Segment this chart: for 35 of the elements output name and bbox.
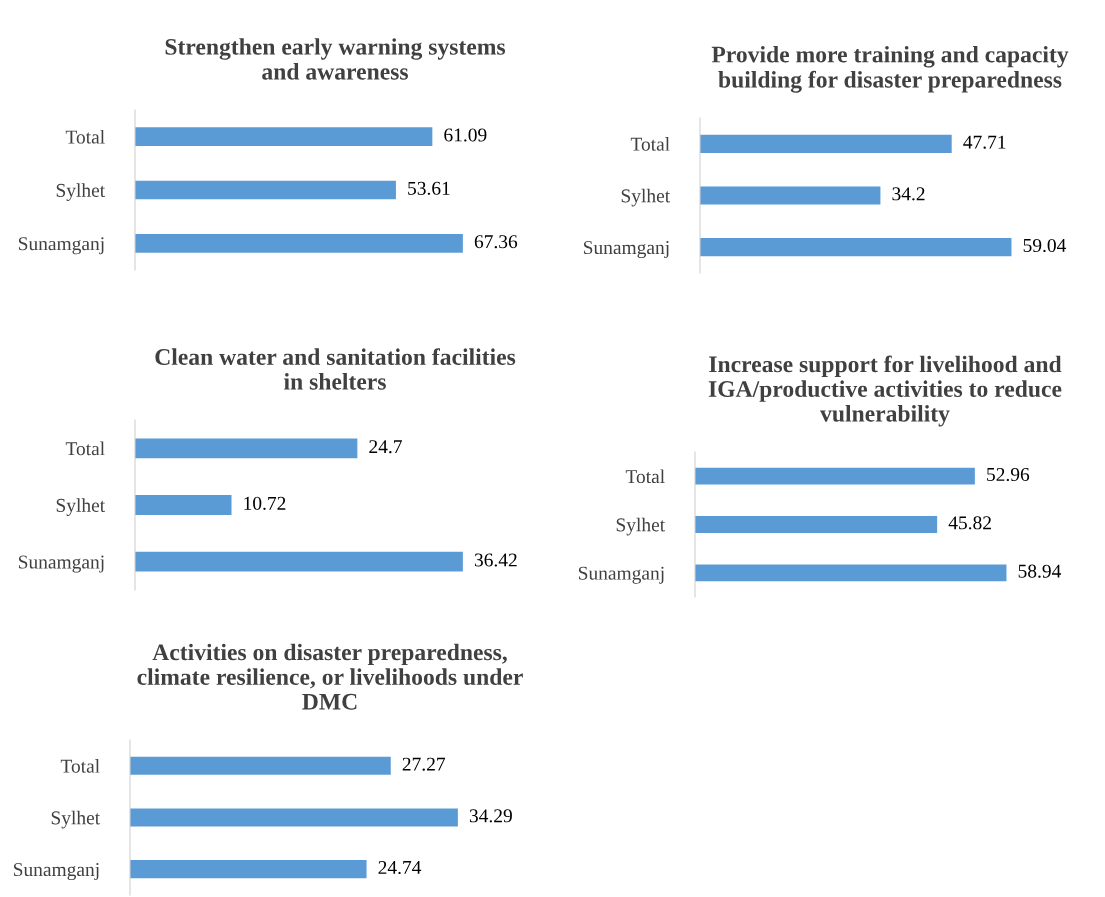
y-tick-label: Sylhet [616, 517, 666, 536]
data-label: 52.96 [987, 467, 1030, 482]
data-label: 27.27 [402, 757, 446, 771]
data-label: 36.42 [474, 553, 517, 567]
y-tick-label: Total [65, 441, 105, 456]
data-label: 45.82 [948, 516, 991, 530]
data-label: 47.71 [963, 135, 1006, 149]
data-label: 67.36 [474, 235, 518, 249]
data-label: 53.61 [408, 181, 450, 195]
data-label: 34.29 [469, 809, 512, 823]
y-tick-label: Total [630, 137, 670, 151]
data-label: 58.94 [1018, 564, 1062, 578]
y-tick-label: Sylhet [621, 188, 671, 207]
data-label: 34.2 [892, 187, 925, 201]
data-label: 61.09 [444, 128, 487, 142]
y-tick-label: Sunamganj [13, 863, 99, 881]
data-label: 24.74 [378, 860, 422, 875]
y-tick-label: Total [65, 129, 105, 144]
y-tick-label: Total [625, 469, 665, 484]
y-tick-label: Sunamganj [18, 555, 104, 573]
data-label: 24.7 [369, 440, 402, 454]
y-tick-label: Sylhet [56, 183, 106, 201]
chart-title: Strengthen early warning systems and awareness [165, 38, 506, 80]
chart-title: Provide more training and capacity building for disaster preparedness [711, 45, 1069, 93]
y-tick-label: Sunamganj [578, 566, 664, 584]
data-label: 10.72 [244, 496, 286, 510]
data-label: 59.04 [1023, 238, 1067, 253]
y-tick-label: Sylhet [51, 810, 101, 829]
y-tick-label: Sunamganj [18, 237, 104, 255]
y-tick-label: Sylhet [56, 498, 106, 516]
y-tick-label: Total [60, 759, 100, 773]
y-tick-label: Sunamganj [583, 241, 669, 259]
chart-title: Activities on disaster preparedness, climate resilience, or livelihoods under DMC [137, 643, 523, 710]
chart-title: Clean water and sanitation facilities in shelters [155, 348, 516, 390]
chart-title: Increase support for livelihood and IGA/productive activities to reduce vulnerability [708, 355, 1062, 427]
